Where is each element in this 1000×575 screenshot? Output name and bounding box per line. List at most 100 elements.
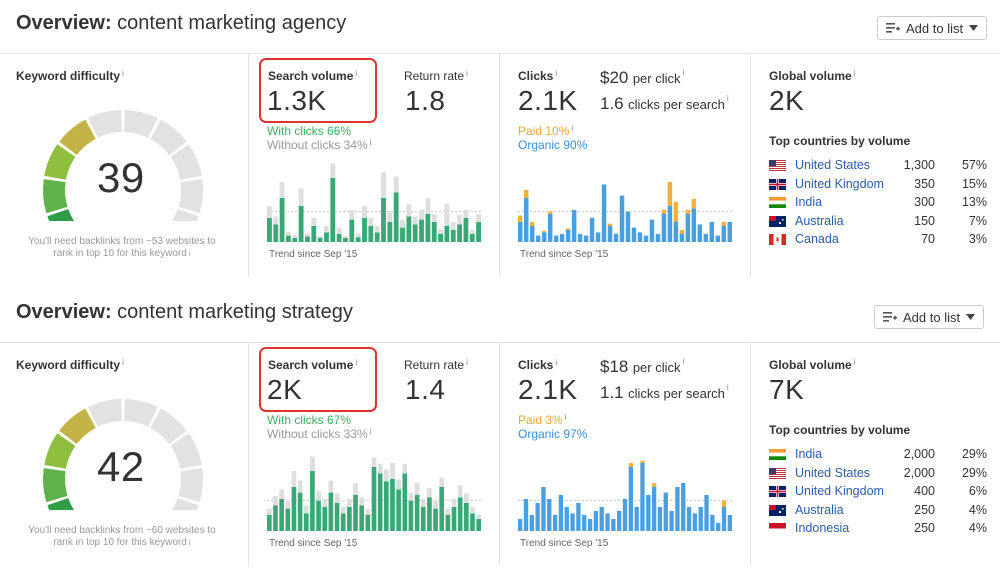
trend-bar-stack[interactable] [400, 219, 405, 228]
trend-bar[interactable] [340, 513, 346, 531]
trend-bar[interactable] [273, 505, 278, 531]
trend-bar-stack[interactable] [279, 489, 284, 499]
trend-bar[interactable] [400, 227, 405, 242]
trend-bar[interactable] [576, 503, 581, 531]
trend-bar[interactable] [420, 507, 426, 531]
trend-bar[interactable] [518, 222, 523, 242]
trend-bar[interactable] [587, 519, 593, 531]
info-icon[interactable]: i [188, 249, 191, 258]
trend-bar[interactable] [605, 513, 610, 531]
trend-bar[interactable] [669, 511, 674, 531]
trend-bar-stack[interactable] [457, 214, 462, 225]
trend-bar[interactable] [663, 492, 668, 531]
trend-bar-stack[interactable] [427, 487, 432, 498]
trend-bar-stack[interactable] [368, 218, 374, 226]
trend-bar[interactable] [303, 513, 309, 531]
trend-bar[interactable] [285, 508, 291, 531]
trend-bar[interactable] [657, 507, 663, 531]
trend-bar[interactable] [457, 497, 463, 531]
trend-bar[interactable] [564, 507, 569, 531]
trend-bar[interactable] [365, 515, 371, 531]
trend-bar-stack[interactable] [387, 212, 393, 222]
trend-bar[interactable] [570, 513, 575, 531]
trend-bar[interactable] [558, 495, 564, 531]
trend-bar[interactable] [593, 511, 599, 531]
trend-bar-stack[interactable] [381, 172, 386, 198]
trend-bar-stack[interactable] [365, 508, 371, 515]
trend-bar[interactable] [359, 505, 365, 531]
trend-bar[interactable] [547, 214, 553, 242]
trend-bar-stack[interactable] [685, 210, 691, 214]
trend-bar[interactable] [535, 235, 541, 242]
country-name-link[interactable]: Indonesia [795, 521, 850, 535]
trend-bar[interactable] [317, 238, 323, 242]
trend-bar-stack[interactable] [377, 463, 383, 474]
trend-bar-stack[interactable] [316, 491, 321, 501]
trend-bar[interactable] [381, 198, 386, 242]
info-icon[interactable]: i [682, 357, 685, 366]
trend-bar[interactable] [617, 511, 622, 531]
trend-bar[interactable] [347, 507, 352, 531]
trend-bar[interactable] [463, 218, 469, 242]
trend-bar-stack[interactable] [445, 508, 451, 515]
trend-bar-stack[interactable] [279, 182, 285, 198]
trend-bar[interactable] [661, 214, 667, 242]
info-icon[interactable]: i [355, 358, 358, 367]
trend-bar[interactable] [529, 226, 535, 242]
country-name-link[interactable]: India [795, 447, 823, 461]
trend-bar-stack[interactable] [547, 211, 553, 214]
trend-bar[interactable] [349, 219, 355, 242]
trend-bar[interactable] [374, 232, 380, 242]
trend-bar[interactable] [336, 234, 342, 242]
trend-bar[interactable] [643, 235, 649, 242]
trend-bar-stack[interactable] [285, 500, 291, 509]
trend-bar[interactable] [649, 219, 655, 242]
trend-bar-stack[interactable] [518, 215, 523, 222]
trend-bar-stack[interactable] [457, 485, 463, 498]
trend-bar[interactable] [709, 222, 715, 242]
add-to-list-button[interactable]: Add to list [874, 305, 985, 329]
info-icon[interactable]: i [466, 358, 468, 367]
trend-bar[interactable] [631, 227, 637, 242]
trend-bar[interactable] [305, 236, 310, 242]
trend-bar[interactable] [541, 232, 547, 242]
trend-bar-stack[interactable] [470, 507, 475, 514]
trend-bar[interactable] [559, 234, 565, 242]
info-icon[interactable]: i [853, 358, 856, 367]
trend-bar[interactable] [427, 497, 432, 531]
trend-bar-stack[interactable] [451, 499, 457, 507]
trend-bar-stack[interactable] [628, 463, 633, 467]
trend-bar[interactable] [727, 515, 732, 531]
trend-bar[interactable] [390, 479, 395, 531]
trend-bar[interactable] [601, 184, 607, 242]
info-icon[interactable]: i [853, 69, 856, 78]
trend-bar-stack[interactable] [273, 495, 278, 506]
trend-bar[interactable] [685, 214, 691, 242]
trend-bar[interactable] [419, 219, 424, 242]
trend-bar[interactable] [691, 208, 697, 242]
trend-bar[interactable] [595, 232, 601, 242]
trend-bar-stack[interactable] [679, 230, 685, 234]
trend-bar[interactable] [450, 230, 456, 242]
trend-bar[interactable] [715, 235, 721, 242]
trend-bar-stack[interactable] [298, 188, 304, 206]
trend-bar[interactable] [698, 507, 703, 531]
trend-bar[interactable] [589, 218, 595, 242]
trend-bar-stack[interactable] [408, 492, 414, 501]
trend-bar[interactable] [279, 499, 284, 531]
trend-bar[interactable] [622, 499, 628, 531]
trend-bar-stack[interactable] [414, 483, 420, 495]
info-icon[interactable]: i [571, 124, 574, 133]
trend-bar[interactable] [634, 507, 639, 531]
trend-bar[interactable] [438, 234, 443, 242]
trend-bar[interactable] [476, 519, 481, 531]
trend-bar-stack[interactable] [425, 198, 431, 214]
trend-bar[interactable] [727, 222, 732, 242]
trend-bar-stack[interactable] [541, 230, 547, 233]
trend-bar[interactable] [412, 224, 418, 242]
info-icon[interactable]: i [564, 413, 567, 422]
trend-bar[interactable] [625, 211, 631, 242]
info-icon[interactable]: i [682, 68, 685, 77]
trend-bar[interactable] [721, 226, 727, 242]
trend-bar-stack[interactable] [359, 497, 365, 506]
